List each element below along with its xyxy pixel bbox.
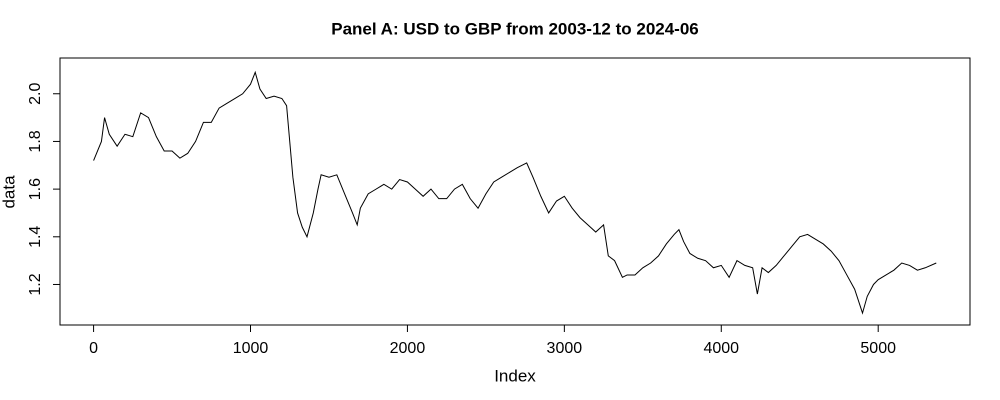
x-tick-label: 1000 [233, 340, 269, 357]
data-line [93, 70, 937, 315]
y-tick-label: 1.2 [27, 273, 44, 295]
y-tick-label: 1.8 [27, 130, 44, 152]
x-tick-label: 3000 [547, 340, 583, 357]
y-tick-label: 1.4 [27, 226, 44, 248]
y-axis-label: data [0, 175, 18, 209]
x-tick-label: 0 [89, 340, 98, 357]
x-tick-label: 4000 [703, 340, 739, 357]
chart-title: Panel A: USD to GBP from 2003-12 to 2024… [331, 19, 699, 38]
y-tick-label: 1.6 [27, 178, 44, 200]
x-tick-label: 2000 [390, 340, 426, 357]
y-tick-label: 2.0 [27, 83, 44, 105]
x-axis-label: Index [494, 366, 536, 385]
x-tick-label: 5000 [860, 340, 896, 357]
plot-frame [59, 57, 971, 326]
